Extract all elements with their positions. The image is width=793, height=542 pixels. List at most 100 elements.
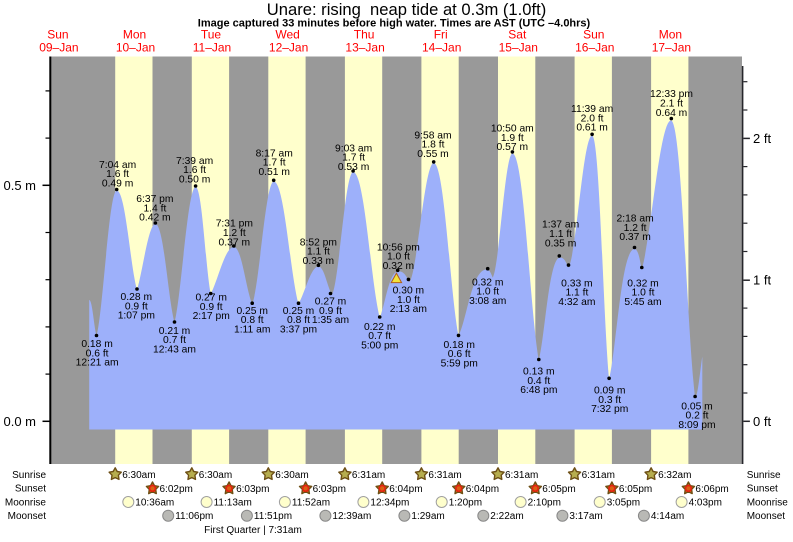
svg-text:2 ft: 2 ft: [753, 131, 771, 146]
svg-text:Moonrise: Moonrise: [747, 498, 789, 509]
svg-text:0.9 ft: 0.9 ft: [125, 301, 148, 312]
svg-text:1:29am: 1:29am: [411, 511, 444, 522]
svg-text:1.0 ft: 1.0 ft: [632, 288, 655, 299]
svg-text:2:13 am: 2:13 am: [390, 304, 427, 315]
svg-text:1.7 ft: 1.7 ft: [342, 153, 365, 164]
svg-text:14–Jan: 14–Jan: [422, 41, 461, 55]
svg-text:7:39 am: 7:39 am: [176, 156, 213, 167]
svg-text:0.28 m: 0.28 m: [121, 292, 152, 303]
svg-text:3:17am: 3:17am: [569, 511, 602, 522]
svg-text:7:32 pm: 7:32 pm: [591, 404, 628, 415]
svg-text:0.22 m: 0.22 m: [364, 322, 395, 333]
svg-text:11:06pm: 11:06pm: [175, 511, 213, 522]
svg-text:Sunset: Sunset: [747, 484, 778, 495]
svg-text:10:56 pm: 10:56 pm: [377, 242, 420, 253]
svg-text:Mon: Mon: [659, 28, 682, 42]
svg-text:0.5 m: 0.5 m: [3, 178, 36, 193]
svg-text:Moonset: Moonset: [8, 511, 47, 522]
svg-text:1:35 am: 1:35 am: [312, 315, 349, 326]
svg-text:Sunrise: Sunrise: [12, 470, 46, 481]
svg-text:0.6 ft: 0.6 ft: [448, 349, 471, 360]
svg-text:1.6 ft: 1.6 ft: [106, 169, 129, 180]
svg-text:0.25 m: 0.25 m: [283, 306, 314, 317]
svg-text:0.32 m: 0.32 m: [472, 277, 503, 288]
svg-text:6:03pm: 6:03pm: [236, 484, 269, 495]
svg-text:1.6 ft: 1.6 ft: [183, 165, 206, 176]
svg-text:0.51 m: 0.51 m: [258, 167, 289, 178]
svg-text:1.9 ft: 1.9 ft: [501, 133, 524, 144]
svg-text:Sun: Sun: [583, 28, 604, 42]
svg-text:0.13 m: 0.13 m: [523, 367, 554, 378]
svg-text:0.57 m: 0.57 m: [497, 142, 528, 153]
svg-text:0.53 m: 0.53 m: [338, 162, 369, 173]
svg-text:0.3 ft: 0.3 ft: [598, 395, 621, 406]
svg-text:0.33 m: 0.33 m: [561, 278, 592, 289]
svg-text:2:17 pm: 2:17 pm: [193, 311, 230, 322]
svg-text:0.27 m: 0.27 m: [315, 297, 346, 308]
svg-text:11:39 am: 11:39 am: [571, 104, 613, 115]
svg-text:2:10pm: 2:10pm: [528, 498, 561, 509]
svg-text:09–Jan: 09–Jan: [39, 41, 78, 55]
svg-text:Sunset: Sunset: [15, 484, 46, 495]
svg-text:8:17 am: 8:17 am: [256, 148, 293, 159]
svg-text:8:09 pm: 8:09 pm: [678, 420, 715, 431]
svg-text:12:33 pm: 12:33 pm: [650, 89, 693, 100]
svg-text:Wed: Wed: [275, 28, 299, 42]
svg-text:0.32 m: 0.32 m: [383, 261, 414, 272]
svg-text:17–Jan: 17–Jan: [652, 41, 691, 55]
svg-text:6:02pm: 6:02pm: [160, 484, 193, 495]
svg-text:0.8 ft: 0.8 ft: [287, 315, 310, 326]
svg-text:1.1 ft: 1.1 ft: [307, 247, 330, 258]
svg-text:1:07 pm: 1:07 pm: [118, 311, 155, 322]
svg-text:7:04 am: 7:04 am: [99, 160, 136, 171]
svg-text:12:39am: 12:39am: [332, 511, 371, 522]
svg-text:Fri: Fri: [434, 28, 448, 42]
svg-text:1.1 ft: 1.1 ft: [565, 288, 588, 299]
svg-text:0.0 m: 0.0 m: [3, 414, 36, 429]
svg-text:6:03pm: 6:03pm: [313, 484, 346, 495]
svg-text:0.55 m: 0.55 m: [417, 149, 448, 160]
svg-text:9:58 am: 9:58 am: [414, 130, 451, 141]
svg-text:0.30 m: 0.30 m: [393, 286, 424, 297]
svg-text:2:22am: 2:22am: [490, 511, 523, 522]
svg-text:0.42 m: 0.42 m: [139, 213, 170, 224]
svg-text:11:51pm: 11:51pm: [254, 511, 292, 522]
svg-text:0.64 m: 0.64 m: [656, 108, 687, 119]
svg-text:Tue: Tue: [201, 28, 222, 42]
svg-text:8:52 pm: 8:52 pm: [300, 237, 337, 248]
svg-text:Mon: Mon: [123, 28, 146, 42]
svg-text:Moonset: Moonset: [747, 511, 786, 522]
svg-text:0.18 m: 0.18 m: [443, 340, 474, 351]
svg-text:1:11 am: 1:11 am: [234, 324, 270, 335]
svg-text:7:31 pm: 7:31 pm: [216, 219, 253, 230]
svg-text:6:05pm: 6:05pm: [542, 484, 575, 495]
svg-text:0.18 m: 0.18 m: [81, 339, 112, 350]
svg-text:0.50 m: 0.50 m: [179, 175, 210, 186]
svg-text:2:18 am: 2:18 am: [616, 214, 653, 225]
svg-text:1.4 ft: 1.4 ft: [143, 203, 166, 214]
svg-text:6:30am: 6:30am: [275, 470, 308, 481]
svg-text:0.21 m: 0.21 m: [159, 326, 190, 337]
svg-text:6:31am: 6:31am: [428, 470, 461, 481]
svg-text:Sun: Sun: [47, 28, 68, 42]
svg-text:6:30am: 6:30am: [199, 470, 232, 481]
svg-text:1.8 ft: 1.8 ft: [422, 140, 445, 151]
svg-text:0.27 m: 0.27 m: [195, 293, 226, 304]
svg-text:0.49 m: 0.49 m: [102, 179, 133, 190]
svg-text:6:48 pm: 6:48 pm: [520, 385, 557, 396]
svg-text:0.4 ft: 0.4 ft: [527, 376, 550, 387]
svg-text:First Quarter | 7:31am: First Quarter | 7:31am: [204, 525, 302, 536]
svg-text:10–Jan: 10–Jan: [116, 41, 155, 55]
svg-text:0.9 ft: 0.9 ft: [319, 306, 342, 317]
svg-text:Unare: rising neap tide at 0.: Unare: rising neap tide at 0.3m (1.0ft): [267, 0, 546, 19]
svg-text:6:32am: 6:32am: [658, 470, 691, 481]
svg-text:0.05 m: 0.05 m: [681, 401, 712, 412]
svg-text:0.9 ft: 0.9 ft: [200, 302, 223, 313]
svg-text:4:32 am: 4:32 am: [558, 297, 595, 308]
svg-text:1:37 am: 1:37 am: [542, 220, 579, 231]
svg-text:15–Jan: 15–Jan: [499, 41, 538, 55]
svg-text:5:59 pm: 5:59 pm: [441, 359, 478, 370]
svg-text:11:13am: 11:13am: [214, 498, 252, 509]
svg-text:11–Jan: 11–Jan: [193, 41, 231, 55]
svg-text:16–Jan: 16–Jan: [575, 41, 614, 55]
